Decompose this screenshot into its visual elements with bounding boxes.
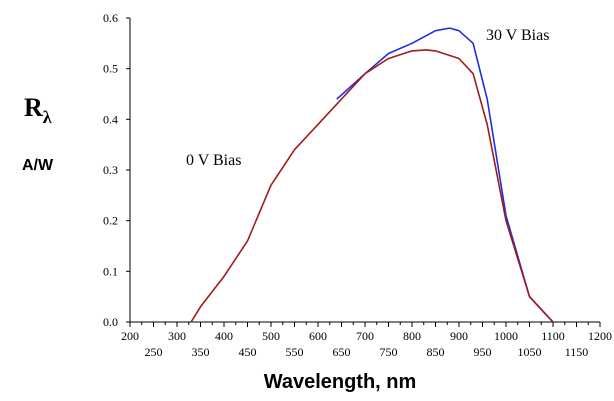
- x-tick-label-lower: 350: [192, 345, 210, 359]
- series-layer: [190, 27, 554, 323]
- x-tick-label-lower: 650: [333, 345, 351, 359]
- x-tick-label-lower: 1050: [518, 345, 542, 359]
- x-tick-label-lower: 850: [427, 345, 445, 359]
- x-tick-label-lower: 450: [239, 345, 257, 359]
- x-tick-label-upper: 1100: [541, 329, 565, 343]
- y-tick-label: 0.3: [103, 163, 118, 177]
- y-tick-label: 0.5: [103, 62, 118, 76]
- x-tick-label-upper: 1200: [588, 329, 612, 343]
- y-tick-label: 0.2: [103, 214, 118, 228]
- y-tick-label: 0.0: [103, 315, 118, 329]
- zero-bias-annotation: 0 V Bias: [186, 152, 241, 169]
- x-tick-label-upper: 300: [168, 329, 186, 343]
- x-tick-label-lower: 1150: [565, 345, 589, 359]
- x-tick-label-upper: 500: [262, 329, 280, 343]
- x-tick-label-upper: 600: [309, 329, 327, 343]
- series-line-thirty-bias: [336, 27, 554, 323]
- x-tick-label-upper: 1000: [494, 329, 518, 343]
- x-axis-ticks: 200 300 400 500 600 700 800 900 1000 1100 1200 250 3…: [121, 322, 612, 359]
- x-tick-label-lower: 250: [145, 345, 163, 359]
- x-tick-label-lower: 950: [474, 345, 492, 359]
- y-axis-symbol-subscript: λ: [43, 107, 52, 127]
- y-axis-unit: A/W: [22, 157, 54, 174]
- y-tick-label: 0.1: [103, 264, 118, 278]
- x-tick-label-upper: 200: [121, 329, 139, 343]
- y-axis-symbol-main: R: [24, 93, 43, 122]
- x-axis-title: Wavelength, nm: [264, 371, 417, 393]
- y-tick-label: 0.6: [103, 11, 118, 25]
- series-line-zero-bias: [190, 49, 554, 323]
- plot-area: 0.0 0.1 0.2 0.3 0.4 0.5 0.6 200 300 400 500 600 700…: [103, 11, 612, 359]
- x-tick-label-upper: 700: [356, 329, 374, 343]
- x-tick-label-upper: 400: [215, 329, 233, 343]
- y-axis-ticks: 0.0 0.1 0.2 0.3 0.4 0.5 0.6: [103, 11, 130, 329]
- x-tick-label-lower: 750: [380, 345, 398, 359]
- x-tick-label-lower: 550: [286, 345, 304, 359]
- x-tick-label-upper: 800: [403, 329, 421, 343]
- y-tick-label: 0.4: [103, 112, 118, 126]
- y-axis-symbol: Rλ: [24, 93, 52, 127]
- x-tick-label-upper: 900: [450, 329, 468, 343]
- thirty-bias-annotation: 30 V Bias: [486, 27, 549, 44]
